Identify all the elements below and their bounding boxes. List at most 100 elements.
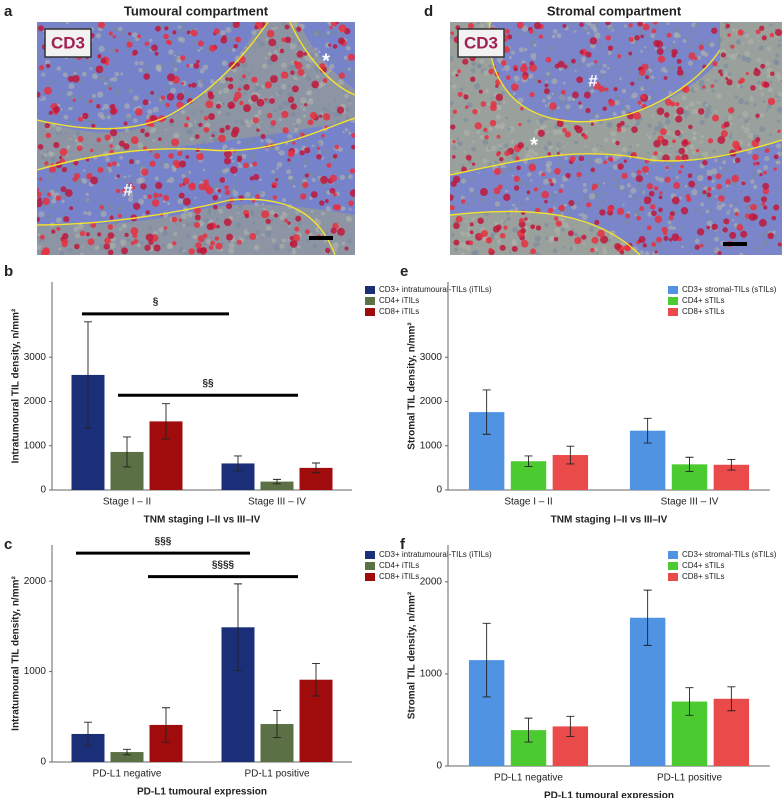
cell — [311, 177, 316, 183]
stained-cell — [763, 205, 768, 210]
cell — [546, 130, 549, 134]
cell — [245, 30, 248, 33]
cell — [41, 72, 46, 77]
stained-cell — [145, 210, 150, 215]
stained-cell — [151, 199, 160, 207]
stained-cell — [477, 217, 484, 225]
cell — [650, 75, 655, 80]
cell — [738, 97, 745, 105]
cell — [716, 204, 723, 211]
stained-cell — [47, 192, 52, 197]
stained-cell — [42, 247, 50, 255]
cell — [234, 173, 237, 176]
cell — [244, 119, 249, 124]
cell — [735, 236, 738, 239]
cell — [51, 156, 56, 160]
cell — [258, 41, 265, 47]
stained-cell — [495, 84, 499, 88]
cell — [637, 231, 640, 234]
cell — [232, 190, 239, 197]
cell — [300, 105, 303, 109]
cell — [574, 69, 577, 73]
cell — [186, 234, 191, 239]
cell — [274, 26, 278, 30]
cell — [630, 187, 637, 194]
cell — [107, 203, 114, 210]
stained-cell — [128, 159, 135, 165]
cell — [584, 208, 589, 213]
stained-cell — [224, 185, 229, 190]
cell — [483, 69, 489, 76]
cell — [635, 59, 641, 64]
x-axis-title: TNM staging I–II vs III–IV — [144, 515, 261, 526]
cell — [292, 198, 299, 205]
cell — [671, 43, 677, 49]
cell — [750, 179, 755, 184]
cell — [573, 140, 579, 145]
cell — [574, 233, 577, 236]
cell — [95, 124, 101, 129]
legend-swatch — [668, 573, 678, 581]
error-bar — [123, 748, 131, 756]
cell — [600, 46, 604, 49]
cell — [302, 107, 306, 112]
stained-cell — [38, 64, 45, 71]
boundary — [450, 139, 782, 176]
cell — [99, 245, 105, 251]
stained-cell — [349, 189, 355, 197]
stained-cell — [249, 176, 255, 181]
cell — [709, 42, 715, 48]
stained-cell — [72, 98, 76, 102]
stained-cell — [229, 104, 233, 109]
stained-cell — [773, 204, 780, 211]
stained-cell — [671, 52, 677, 58]
cell — [450, 101, 454, 106]
stained-cell — [712, 114, 719, 122]
cell — [581, 56, 586, 62]
cell — [63, 114, 69, 120]
cell — [137, 142, 144, 149]
stained-cell — [115, 188, 121, 194]
cell — [639, 250, 645, 255]
cell — [340, 67, 345, 72]
cell — [580, 212, 584, 217]
stained-cell — [222, 34, 227, 40]
cell — [744, 100, 749, 106]
error-bar — [123, 436, 131, 468]
cell — [303, 114, 307, 118]
cell — [651, 96, 655, 100]
cell — [603, 70, 607, 74]
cell — [295, 124, 298, 128]
stained-cell — [516, 165, 521, 171]
stained-cell — [616, 207, 625, 216]
stained-cell — [128, 32, 132, 36]
cell — [320, 34, 327, 40]
error-bar — [566, 445, 575, 465]
cell — [451, 115, 454, 118]
cell — [538, 185, 543, 190]
cell — [208, 201, 212, 204]
cell — [326, 30, 331, 35]
stained-cell — [729, 231, 737, 239]
cell — [472, 201, 476, 205]
cell — [199, 68, 205, 74]
cell — [200, 47, 203, 50]
cell — [350, 149, 355, 155]
stained-cell — [163, 226, 168, 230]
stained-cell — [623, 159, 627, 163]
cell — [756, 199, 760, 203]
stained-cell — [152, 192, 159, 199]
cell — [492, 191, 495, 195]
stained-cell — [590, 167, 596, 173]
stained-cell — [694, 244, 700, 250]
cell — [82, 169, 86, 173]
stained-cell — [37, 216, 40, 223]
cell — [104, 168, 110, 174]
cell — [222, 22, 227, 25]
stained-cell — [671, 196, 680, 205]
stained-cell — [347, 53, 355, 61]
cell — [549, 235, 555, 241]
stained-cell — [599, 209, 606, 216]
stained-cell — [665, 166, 669, 170]
stained-cell — [275, 178, 279, 182]
